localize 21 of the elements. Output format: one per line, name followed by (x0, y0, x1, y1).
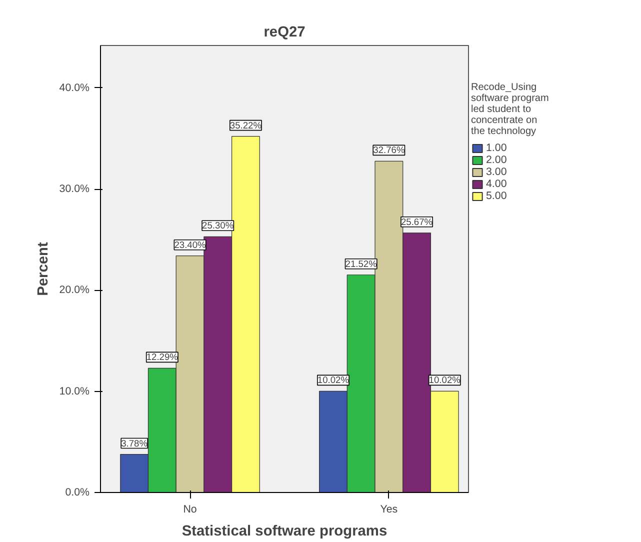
data-label: 23.40% (174, 240, 206, 250)
data-label: 10.02% (428, 375, 460, 386)
data-label: 12.29% (146, 352, 178, 362)
data-label: 32.76% (373, 145, 405, 156)
x-tick-label: Yes (380, 504, 398, 516)
legend-label: 4.00 (486, 178, 507, 190)
y-tick-label: 10.0% (59, 385, 90, 398)
y-tick-label: 20.0% (59, 284, 90, 296)
x-axis-title: Statistical software programs (182, 524, 388, 540)
y-tick-label: 40.0% (59, 82, 90, 94)
legend-label: 3.00 (486, 166, 507, 178)
data-label: 21.52% (345, 258, 377, 269)
legend-label: 5.00 (486, 190, 507, 202)
y-tick-label: 30.0% (59, 183, 90, 196)
chart-title: reQ27 (264, 24, 306, 40)
legend-title: Recode_Using software program led student to concentrate on the technology (471, 82, 549, 137)
x-tick-label: No (183, 504, 197, 516)
y-axis-title: Percent (35, 242, 52, 296)
y-tick-label: 0.0% (65, 486, 90, 498)
legend-label: 2.00 (486, 154, 507, 166)
legend-label: 1.00 (486, 142, 507, 154)
